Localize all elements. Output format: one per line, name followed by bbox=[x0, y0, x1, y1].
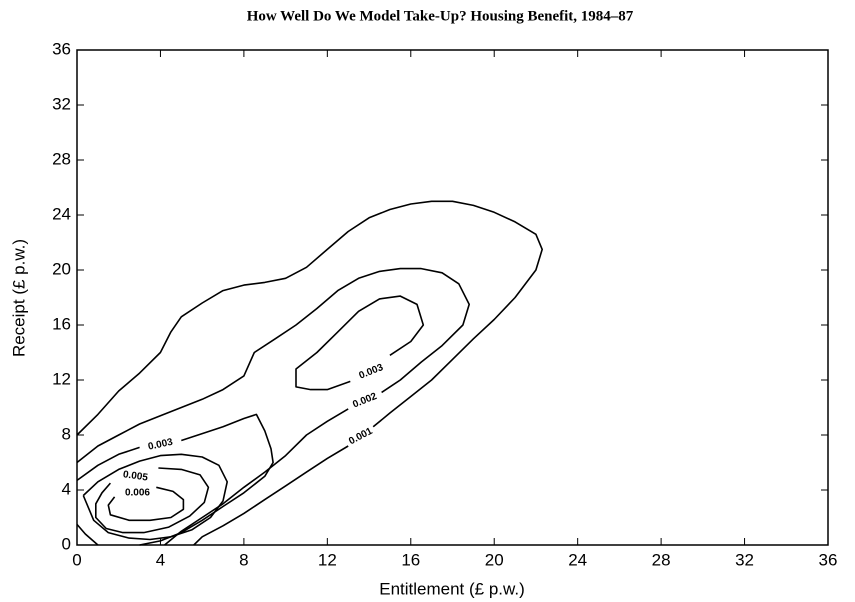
x-axis-label: Entitlement (£ p.w.) bbox=[379, 579, 525, 598]
contour-line bbox=[76, 200, 543, 546]
y-tick-label: 28 bbox=[52, 149, 71, 168]
y-tick-label: 4 bbox=[62, 479, 71, 498]
contour-label: 0.005 bbox=[122, 469, 149, 483]
y-axis-label: Receipt (£ p.w.) bbox=[9, 239, 28, 357]
chart-title: How Well Do We Model Take-Up? Housing Be… bbox=[247, 8, 634, 24]
contour-line bbox=[76, 295, 425, 546]
contour-line bbox=[76, 267, 470, 546]
contour-label: 0.003 bbox=[358, 362, 386, 382]
contour-label: 0.002 bbox=[351, 391, 379, 411]
x-tick-label: 32 bbox=[735, 550, 754, 569]
y-tick-label: 0 bbox=[62, 534, 71, 553]
contour-label: 0.003 bbox=[147, 437, 174, 453]
x-tick-label: 12 bbox=[318, 550, 337, 569]
y-tick-label: 36 bbox=[52, 39, 71, 58]
y-tick-label: 8 bbox=[62, 424, 71, 443]
y-tick-label: 12 bbox=[52, 369, 71, 388]
y-tick-label: 32 bbox=[52, 94, 71, 113]
x-tick-label: 20 bbox=[485, 550, 504, 569]
contour-label: 0.001 bbox=[347, 426, 375, 448]
y-tick-label: 16 bbox=[52, 314, 71, 333]
x-tick-label: 36 bbox=[819, 550, 838, 569]
contour-line bbox=[107, 486, 185, 522]
x-tick-label: 4 bbox=[156, 550, 165, 569]
x-tick-label: 16 bbox=[401, 550, 420, 569]
contour-line bbox=[82, 453, 228, 541]
contour-label: 0.006 bbox=[125, 487, 150, 498]
y-tick-label: 24 bbox=[52, 204, 71, 223]
x-tick-label: 28 bbox=[652, 550, 671, 569]
x-tick-label: 0 bbox=[72, 550, 81, 569]
y-tick-label: 20 bbox=[52, 259, 71, 278]
x-tick-label: 8 bbox=[239, 550, 248, 569]
x-tick-label: 24 bbox=[568, 550, 587, 569]
contour-line bbox=[95, 467, 210, 534]
contour-line bbox=[76, 523, 99, 546]
plot-frame bbox=[76, 49, 829, 546]
